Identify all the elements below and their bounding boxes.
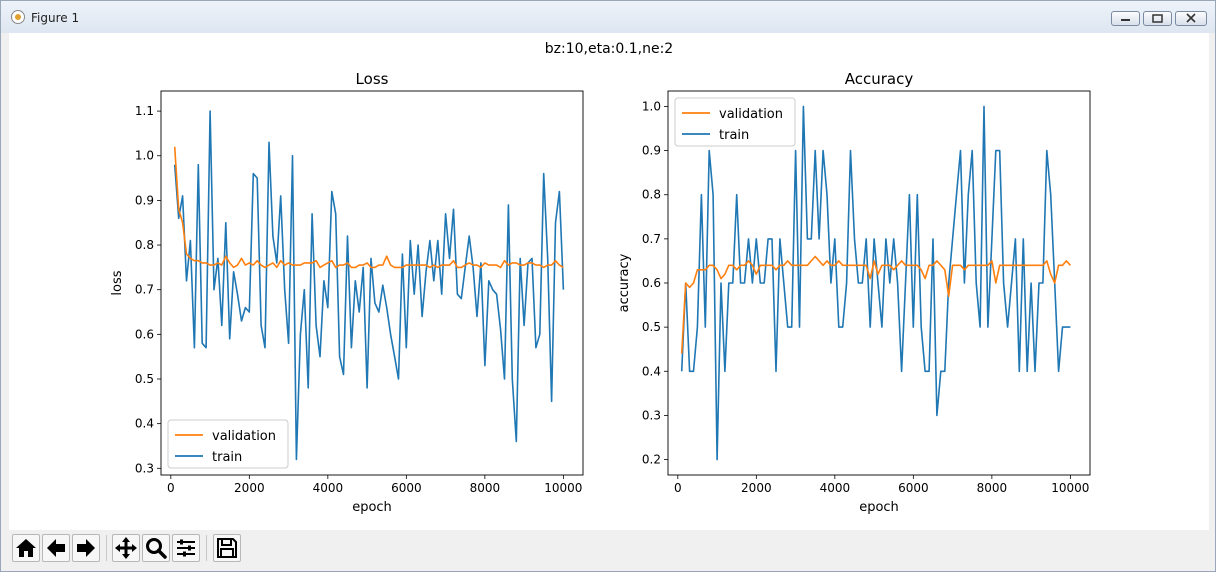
home-icon	[16, 539, 36, 557]
figure-svg: bz:10,eta:0.1,ne:2 Loss 0 2000 4000 6000 8000…	[110, 41, 1091, 515]
y-tick-label: 0.3	[135, 461, 154, 475]
save-icon	[217, 538, 237, 558]
toolbar-separator	[106, 535, 107, 561]
x-tick-label: 6000	[391, 481, 422, 495]
y-tick-label: 0.2	[642, 453, 661, 467]
home-button[interactable]	[12, 534, 40, 562]
y-tick-label: 0.4	[642, 364, 661, 378]
y-tick-label: 0.6	[642, 276, 661, 290]
y-tick-label: 1.1	[135, 104, 154, 118]
matplotlib-icon	[11, 10, 25, 24]
x-tick-label: 4000	[820, 481, 851, 495]
y-axis-label: loss	[110, 270, 125, 295]
y-tick-label: 0.6	[135, 327, 154, 341]
legend-label-validation: validation	[212, 429, 276, 444]
x-tick-label: 10000	[1051, 481, 1089, 495]
pan-button[interactable]	[112, 534, 140, 562]
legend-label-validation: validation	[719, 107, 783, 122]
configure-button[interactable]	[172, 534, 200, 562]
y-tick-label: 1.0	[135, 149, 154, 163]
close-icon	[1186, 13, 1196, 23]
y-axis-label: accuracy	[617, 253, 632, 312]
x-tick-label: 0	[674, 481, 682, 495]
x-axis-label: epoch	[859, 500, 899, 515]
zoom-icon	[146, 538, 167, 559]
minimize-button[interactable]	[1111, 11, 1140, 26]
close-button[interactable]	[1175, 11, 1207, 26]
x-tick-label: 4000	[313, 481, 344, 495]
series-line-validation	[680, 255, 1071, 354]
x-tick-label: 2000	[741, 481, 772, 495]
y-tick-label: 0.9	[642, 144, 661, 158]
forward-icon	[77, 539, 95, 557]
x-tick-label: 2000	[234, 481, 265, 495]
x-tick-label: 10000	[544, 481, 582, 495]
restore-button[interactable]	[1143, 11, 1172, 26]
legend-label-train: train	[719, 128, 749, 143]
toolbar-separator	[206, 535, 207, 561]
back-icon	[47, 539, 65, 557]
x-axis-label: epoch	[352, 500, 392, 515]
x-tick-label: 0	[167, 481, 175, 495]
figure-suptitle: bz:10,eta:0.1,ne:2	[545, 41, 673, 57]
chart-title: Loss	[356, 70, 389, 88]
y-tick-label: 0.8	[135, 238, 154, 252]
x-tick-label: 6000	[898, 481, 929, 495]
pan-icon	[115, 537, 137, 559]
chart-title: Accuracy	[845, 70, 914, 88]
series-line-validation	[173, 146, 564, 269]
y-tick-label: 0.8	[642, 188, 661, 202]
series-line-train	[680, 105, 1071, 461]
x-tick-label: 8000	[470, 481, 501, 495]
x-tick-label: 8000	[977, 481, 1008, 495]
y-tick-label: 0.5	[135, 372, 154, 386]
title-bar: Figure 1	[1, 1, 1215, 33]
zoom-button[interactable]	[142, 534, 170, 562]
y-tick-label: 0.9	[135, 193, 154, 207]
navigation-toolbar	[9, 530, 1209, 568]
y-tick-label: 0.4	[135, 417, 154, 431]
forward-button[interactable]	[72, 534, 100, 562]
window-title: Figure 1	[31, 11, 80, 25]
minimize-icon	[1121, 19, 1130, 21]
axes-frame	[160, 90, 584, 476]
y-tick-label: 0.7	[642, 232, 661, 246]
y-tick-label: 0.5	[642, 320, 661, 334]
save-button[interactable]	[213, 534, 241, 562]
restore-icon	[1152, 14, 1163, 23]
y-tick-label: 1.0	[642, 99, 661, 113]
legend-label-train: train	[212, 450, 242, 465]
configure-icon	[177, 539, 195, 557]
y-tick-label: 0.3	[642, 408, 661, 422]
series-line-train	[173, 110, 565, 461]
y-tick-label: 0.7	[135, 283, 154, 297]
back-button[interactable]	[42, 534, 70, 562]
axes-frame	[667, 90, 1091, 476]
figure-canvas[interactable]: bz:10,eta:0.1,ne:2 Loss 0 2000 4000 6000 8000…	[9, 33, 1209, 530]
